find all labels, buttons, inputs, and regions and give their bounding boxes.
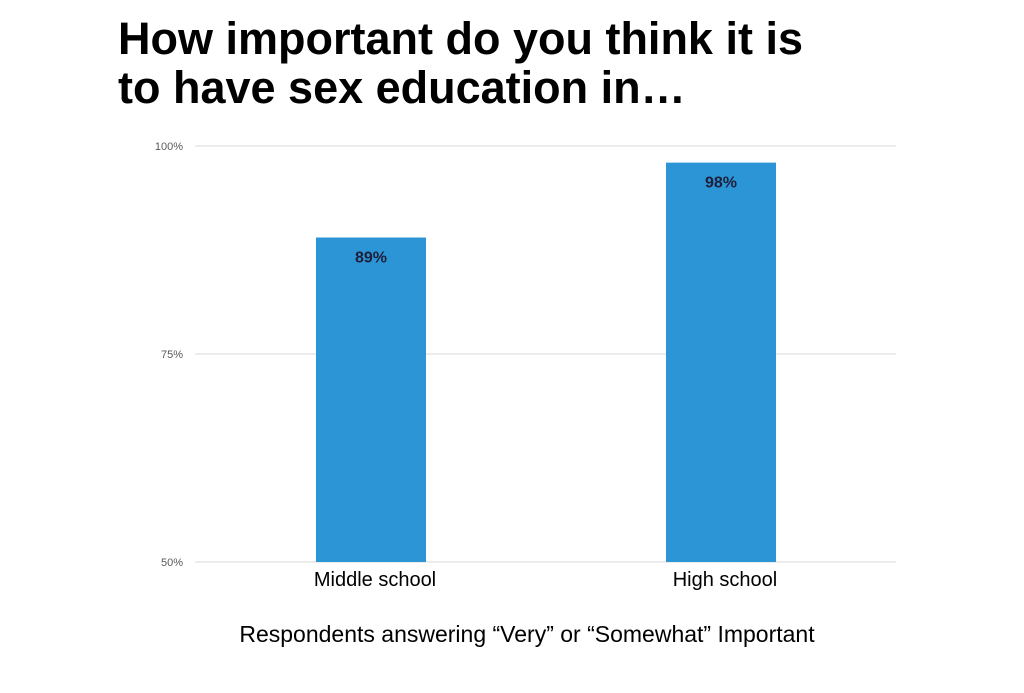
bar-value-label: 98% xyxy=(705,175,737,192)
bar-value-label: 89% xyxy=(355,250,387,267)
bars xyxy=(316,162,776,562)
data-labels: 89% 98% xyxy=(355,175,737,267)
bar-high-school xyxy=(666,162,776,562)
y-tick-label: 75% xyxy=(161,349,183,361)
bar-middle-school xyxy=(316,237,426,562)
x-axis-title: Respondents answering “Very” or “Somewha… xyxy=(239,621,815,647)
chart-title-line-1: How important do you think it is xyxy=(118,13,803,64)
chart-title-line-2: to have sex education in… xyxy=(118,62,686,113)
x-category-label: Middle school xyxy=(314,569,436,591)
chart-title: How important do you think it is to have… xyxy=(118,14,978,112)
y-tick-label: 100% xyxy=(155,141,183,153)
y-tick-label: 50% xyxy=(161,557,183,569)
x-axis-categories: Middle school High school xyxy=(314,569,777,591)
gridlines xyxy=(195,145,896,563)
x-category-label: High school xyxy=(673,569,778,591)
y-axis-ticks: 50% 75% 100% xyxy=(155,141,183,569)
